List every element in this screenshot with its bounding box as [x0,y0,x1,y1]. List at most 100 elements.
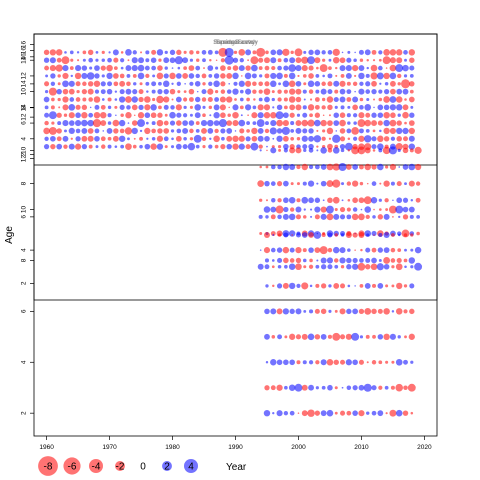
bubble [320,180,327,187]
bubble [408,120,415,126]
bubble [207,96,213,103]
bubble [303,208,306,211]
bubble [101,74,105,78]
bubble [326,213,334,221]
bubble [245,136,251,142]
bubble [207,88,214,95]
bubble [62,72,69,80]
bubble [195,65,201,71]
bubble [151,81,157,87]
bubble [259,165,262,169]
bubble [107,144,112,149]
bubble [100,89,106,95]
bubble [295,96,302,103]
bubble [256,119,265,127]
bubble [315,264,320,269]
bubble [195,121,200,125]
bubble [107,97,112,102]
bubble [156,72,164,80]
bubble [272,412,275,415]
bubble [284,264,288,269]
bubble [383,127,390,135]
bubble [392,216,394,218]
bubble [378,232,383,238]
bubble [373,106,375,109]
bubble [390,181,395,186]
bubble [100,120,107,126]
bubble [175,73,182,79]
bubble [55,49,63,56]
bubble [295,206,302,213]
bubble [289,308,295,315]
bubble [227,113,231,117]
bubble [177,90,181,94]
bubble [92,118,102,128]
bubble [68,88,75,95]
bubble [359,258,364,263]
bubble [270,112,277,119]
bubble [277,214,282,220]
bubble [251,112,258,119]
bubble [383,333,390,341]
bubble [288,230,296,237]
bubble [384,198,389,203]
bubble [383,136,390,142]
bubble [174,56,183,65]
bubble [138,104,144,110]
bubble [82,81,87,87]
bubble [352,64,359,72]
bubble [87,119,94,127]
bubble [346,214,352,220]
bubble [358,65,365,72]
bubble [383,308,390,315]
bubble [271,65,276,71]
bubble [226,120,233,126]
bubble [163,136,169,142]
bubble [239,128,245,134]
bubble [43,57,50,63]
bubble [307,56,315,65]
bubble [302,258,307,263]
bubble [383,247,390,254]
bubble [378,58,382,62]
bubble [326,359,334,366]
bubble [378,208,382,211]
bubble [120,51,124,54]
bubble [277,89,282,94]
bubble [346,164,352,170]
bubble [226,128,233,134]
bubble [340,334,346,340]
bubble [201,89,207,95]
bubble [107,81,113,87]
legend-label: -8 [44,462,53,473]
bubble [383,72,390,80]
bubble [247,59,250,62]
y-tick-label: 6 [21,121,28,125]
bubble [357,146,366,155]
bubble [241,75,243,77]
bubble [276,359,283,366]
x-axis: 1960 1970 1980 1990 2000 2010 2020 [39,436,432,451]
bubble [320,164,327,170]
bubble [395,383,404,392]
bubble [171,98,174,101]
bubble [403,284,408,288]
bubble [346,57,352,63]
bubble [125,65,132,72]
bubble [308,247,314,253]
bubble [232,104,239,111]
bubble [56,88,62,95]
bubble [283,105,288,110]
bubble [334,208,338,212]
bubble [314,214,320,220]
bubble [175,96,182,103]
bubble [144,104,151,111]
bubble [404,182,407,186]
bubble [322,58,326,62]
bubble [63,113,68,117]
bubble [68,143,75,150]
bubble [321,232,326,238]
bubble [215,59,218,61]
bubble [151,121,156,126]
